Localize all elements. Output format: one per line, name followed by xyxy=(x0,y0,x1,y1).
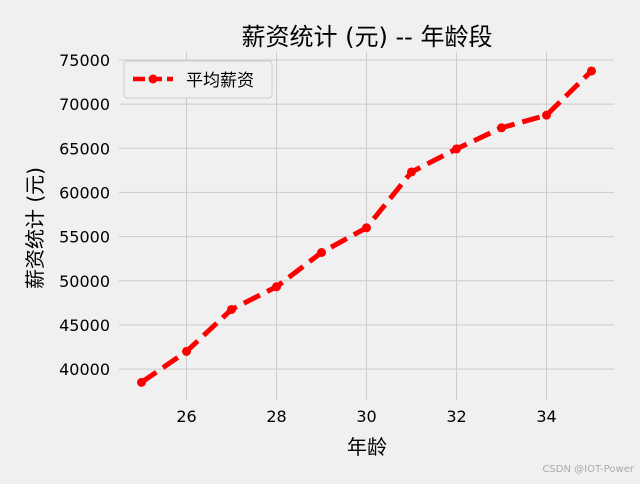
y-tick-label: 55000 xyxy=(59,228,110,247)
y-tick-labels: 40000 45000 50000 55000 60000 65000 70000 75000 xyxy=(59,51,110,379)
data-point xyxy=(317,247,326,257)
x-tick-label: 34 xyxy=(536,407,556,426)
watermark: CSDN @IOT-Power xyxy=(542,464,634,475)
x-axis-label: 年龄 xyxy=(347,435,387,459)
data-point xyxy=(587,66,596,76)
y-tick-label: 65000 xyxy=(59,139,110,158)
data-point xyxy=(272,282,281,292)
x-tick-label: 30 xyxy=(356,407,376,426)
data-point xyxy=(497,123,506,133)
data-point xyxy=(542,110,551,120)
x-tick-label: 28 xyxy=(266,407,286,426)
data-point xyxy=(407,167,416,177)
y-tick-label: 50000 xyxy=(59,272,110,291)
data-point xyxy=(137,377,146,387)
x-tick-label: 26 xyxy=(176,407,196,426)
legend-marker-sample xyxy=(148,74,158,84)
data-point xyxy=(227,304,236,314)
chart-title: 薪资统计 (元) -- 年龄段 xyxy=(242,23,493,51)
y-tick-label: 60000 xyxy=(59,183,110,202)
data-series xyxy=(137,66,596,387)
legend-box xyxy=(123,60,273,99)
data-point xyxy=(452,144,461,154)
x-tick-labels: 26 28 30 32 34 xyxy=(176,407,556,426)
data-point xyxy=(362,223,371,233)
x-tick-label: 32 xyxy=(446,407,466,426)
y-tick-label: 40000 xyxy=(59,360,110,379)
grid-lines xyxy=(119,52,614,400)
legend-label: 平均薪资 xyxy=(186,71,254,91)
y-tick-label: 70000 xyxy=(59,95,110,114)
data-point xyxy=(182,346,191,356)
legend: 平均薪资 xyxy=(123,60,273,99)
y-axis-label: 薪资统计 (元) xyxy=(23,167,47,289)
y-tick-label: 45000 xyxy=(59,316,110,335)
y-tick-label: 75000 xyxy=(59,51,110,70)
